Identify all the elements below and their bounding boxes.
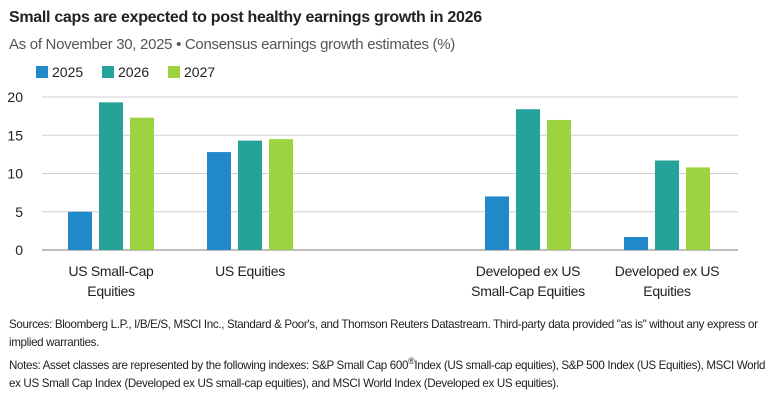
y-tick-label: 10	[7, 166, 23, 182]
bar-2027	[686, 167, 710, 250]
legend-swatch-2025	[36, 66, 48, 78]
bar-2026	[238, 140, 262, 250]
bar-2025	[207, 152, 231, 250]
bar-2025	[68, 211, 92, 250]
x-category-label: US Equities	[215, 263, 285, 279]
legend-swatch-2027	[168, 66, 180, 78]
y-tick-label: 20	[7, 89, 23, 105]
x-category-label: Developed ex US	[615, 263, 719, 279]
y-tick-label: 5	[15, 204, 23, 220]
registered-mark: ®	[408, 356, 415, 366]
x-category-label: Developed ex US	[476, 263, 580, 279]
x-category-label: Equities	[643, 283, 691, 299]
bar-2027	[130, 117, 154, 250]
footnotes: Sources: Bloomberg L.P., I/B/E/S, MSCI I…	[9, 316, 769, 393]
sources-note: Sources: Bloomberg L.P., I/B/E/S, MSCI I…	[9, 318, 758, 349]
bar-2026	[516, 109, 540, 251]
legend-label: 2026	[118, 64, 149, 80]
x-category-label: US Small-Cap	[68, 263, 154, 279]
bar-2026	[655, 160, 679, 250]
bar-2027	[269, 139, 293, 250]
legend-label: 2025	[52, 64, 83, 80]
legend-label: 2027	[184, 64, 215, 80]
bar-2025	[485, 196, 509, 250]
bar-chart: 0 5 10 15 20 US Small-Cap Equities US Equities D…	[7, 64, 738, 299]
legend-swatch-2026	[102, 66, 114, 78]
notes-part-2: Index (US small-cap equities), S&P 500 I…	[9, 358, 766, 390]
chart-subtitle: As of November 30, 2025 • Consensus earn…	[9, 36, 455, 53]
notes-part-1: Notes: Asset classes are represented by …	[9, 358, 409, 372]
y-tick-label: 15	[7, 127, 23, 143]
x-category-label: Equities	[87, 283, 135, 299]
bar-2026	[99, 102, 123, 250]
bar-2027	[547, 119, 571, 250]
y-tick-label: 0	[15, 242, 23, 258]
x-category-label: Small-Cap Equities	[471, 283, 585, 299]
notes: Notes: Asset classes are represented by …	[9, 352, 769, 393]
chart-title: Small caps are expected to post healthy …	[9, 9, 482, 26]
bar-2025	[624, 236, 648, 250]
